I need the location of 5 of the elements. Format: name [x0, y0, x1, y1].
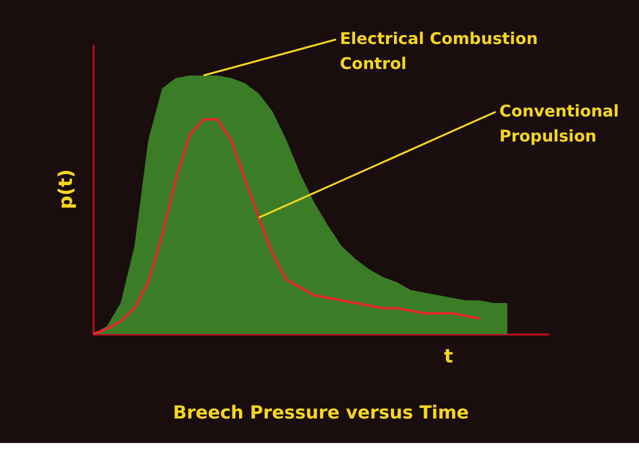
text: Electrical Combustion Control: [340, 29, 538, 73]
text: Breech Pressure versus Time: [172, 402, 469, 424]
y-axis-title: p(t): [55, 169, 78, 210]
x-axis-title: t: [444, 346, 454, 368]
text: Conventional Propulsion: [499, 102, 619, 146]
